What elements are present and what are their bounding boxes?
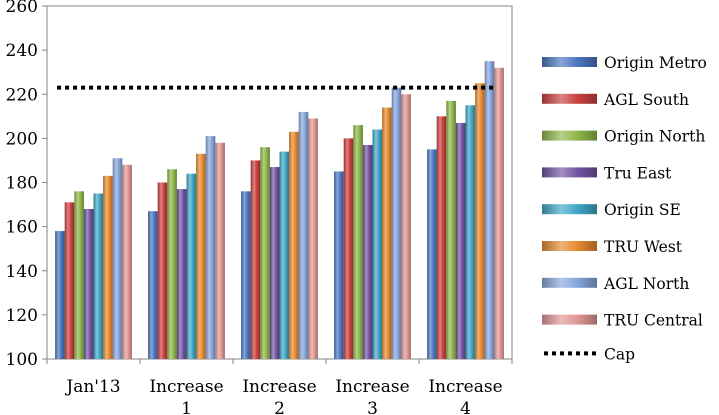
bar-tru-east bbox=[269, 167, 280, 359]
x-category-label: Increase bbox=[242, 377, 316, 397]
bar-tru-central bbox=[122, 164, 132, 359]
legend-item: AGL North bbox=[542, 275, 689, 293]
bar-agl-north bbox=[205, 136, 216, 359]
bar-tru-west bbox=[196, 153, 206, 359]
legend-item: TRU Central bbox=[542, 312, 703, 330]
legend: Origin Metro AGL South Origin North Tru Eas… bbox=[542, 54, 707, 363]
bar-agl-south bbox=[343, 138, 354, 359]
legend-swatch bbox=[542, 130, 597, 141]
legend-item-cap: Cap bbox=[544, 345, 635, 363]
legend-label: Origin SE bbox=[604, 201, 681, 219]
bar-agl-north bbox=[112, 158, 123, 359]
bar-origin-metro bbox=[55, 231, 65, 359]
bar-origin-se bbox=[279, 151, 290, 359]
y-tick-label: 240 bbox=[6, 41, 38, 61]
bar-tru-west bbox=[289, 131, 299, 359]
bar-agl-south bbox=[250, 160, 261, 359]
x-category-label: 1 bbox=[181, 399, 192, 415]
bar-origin-north bbox=[74, 191, 84, 359]
bar-tru-east bbox=[83, 208, 94, 359]
bar-origin-north bbox=[167, 169, 177, 359]
x-category-label: Increase bbox=[335, 377, 409, 397]
legend-label: TRU West bbox=[604, 238, 683, 256]
bar-origin-metro bbox=[427, 149, 437, 359]
x-category-label: 2 bbox=[274, 399, 285, 415]
legend-label: Cap bbox=[604, 345, 635, 363]
bar-agl-north bbox=[391, 87, 402, 359]
bar-origin-metro bbox=[241, 191, 251, 359]
x-axis-categories: Jan'13 Increase 1 Increase 2 Increase 3 Increas… bbox=[64, 377, 502, 415]
legend-swatch bbox=[542, 241, 597, 251]
bar-tru-central bbox=[494, 67, 504, 360]
bar-origin-se bbox=[372, 129, 383, 359]
y-tick-label: 220 bbox=[6, 85, 38, 105]
bar-tru-east bbox=[362, 144, 373, 359]
bar-agl-north bbox=[298, 111, 309, 360]
x-category-label: 3 bbox=[367, 399, 378, 415]
bar-agl-south bbox=[436, 116, 447, 359]
bar-tru-west bbox=[103, 175, 113, 359]
y-axis-ticks: 100 120 140 160 180 200 220 240 260 bbox=[6, 0, 47, 370]
bar-tru-west bbox=[475, 83, 485, 359]
y-tick-label: 140 bbox=[6, 262, 38, 282]
bar-agl-south bbox=[157, 182, 168, 359]
x-category-label: Increase bbox=[149, 377, 223, 397]
legend-label: AGL South bbox=[603, 91, 689, 109]
x-category-label: Jan'13 bbox=[64, 377, 120, 397]
legend-swatch bbox=[542, 167, 597, 178]
bar-agl-north bbox=[484, 61, 495, 359]
bars-group bbox=[55, 61, 504, 360]
y-tick-label: 160 bbox=[6, 218, 38, 238]
legend-label: Tru East bbox=[604, 164, 672, 182]
legend-item: Origin Metro bbox=[542, 54, 707, 72]
bar-origin-se bbox=[186, 173, 197, 359]
bar-origin-north bbox=[260, 147, 270, 359]
bar-tru-central bbox=[308, 118, 318, 359]
legend-label: Origin Metro bbox=[604, 54, 707, 72]
bar-tru-central bbox=[401, 94, 411, 359]
y-tick-label: 200 bbox=[6, 129, 38, 149]
bar-tru-central bbox=[215, 142, 225, 359]
legend-label: AGL North bbox=[603, 275, 689, 293]
legend-swatch bbox=[542, 57, 597, 67]
x-category-label: Increase bbox=[428, 377, 502, 397]
legend-swatch bbox=[542, 314, 597, 325]
bar-origin-metro bbox=[148, 211, 158, 359]
legend-item: TRU West bbox=[542, 238, 683, 256]
bar-tru-west bbox=[382, 107, 392, 359]
x-category-label: 4 bbox=[460, 399, 471, 415]
legend-label: TRU Central bbox=[604, 312, 703, 330]
bar-tru-east bbox=[176, 189, 187, 359]
bar-origin-metro bbox=[334, 171, 344, 359]
y-tick-label: 100 bbox=[6, 350, 38, 370]
legend-swatch bbox=[542, 277, 597, 288]
legend-item: Tru East bbox=[542, 164, 672, 182]
bar-origin-north bbox=[446, 100, 456, 360]
bar-origin-se bbox=[93, 193, 104, 359]
y-tick-label: 120 bbox=[6, 306, 38, 326]
bar-agl-south bbox=[64, 202, 75, 359]
legend-label: Origin North bbox=[604, 128, 705, 146]
legend-item: AGL South bbox=[542, 91, 689, 109]
y-tick-label: 180 bbox=[6, 174, 38, 194]
legend-item: Origin SE bbox=[542, 201, 681, 219]
bar-origin-north bbox=[353, 125, 363, 359]
y-tick-label: 260 bbox=[6, 0, 38, 17]
legend-swatch bbox=[542, 204, 597, 215]
bar-tru-east bbox=[455, 122, 466, 360]
bar-origin-se bbox=[465, 105, 476, 359]
legend-item: Origin North bbox=[542, 128, 705, 146]
legend-swatch bbox=[542, 93, 597, 104]
